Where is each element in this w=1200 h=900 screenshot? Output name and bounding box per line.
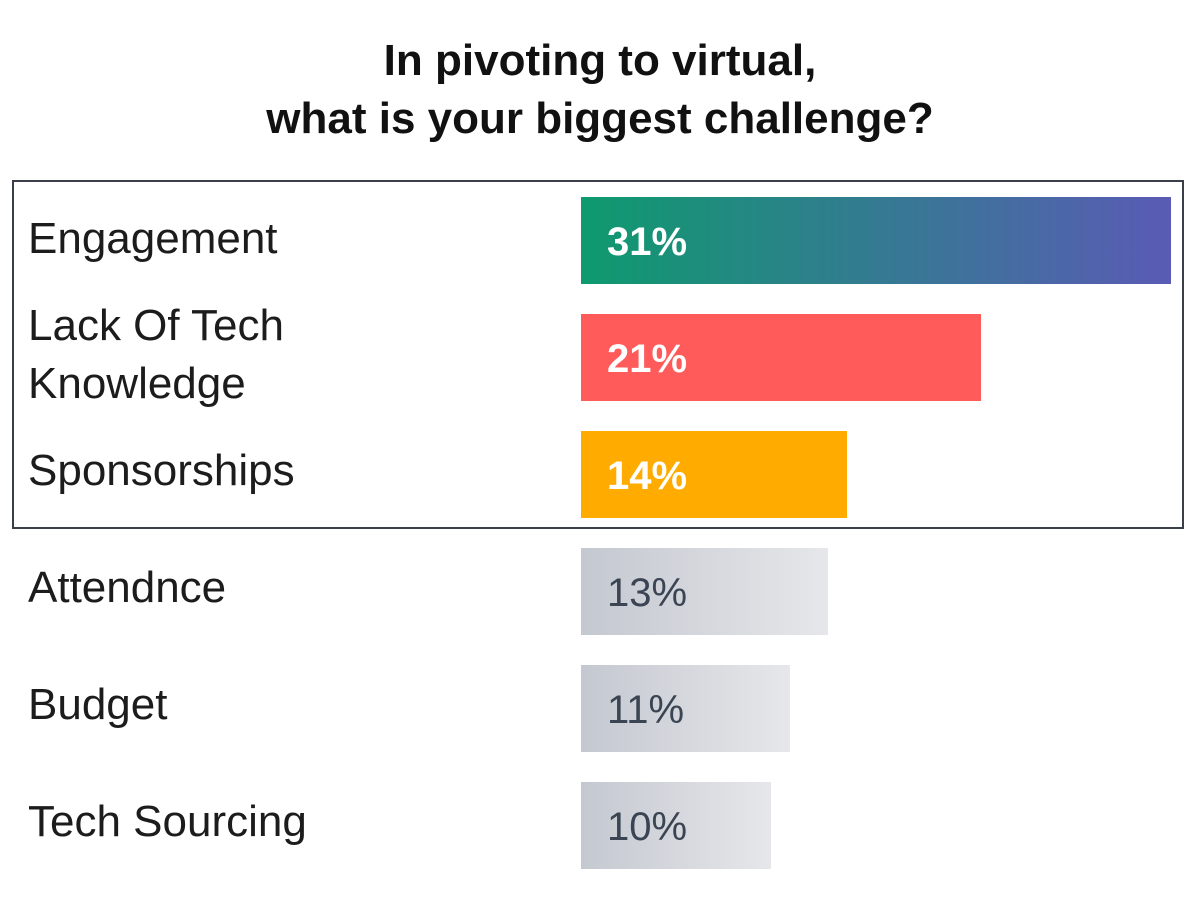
bar-value-label: 11% bbox=[607, 688, 685, 732]
category-label: Sponsorships bbox=[28, 446, 295, 495]
bar-value-label: 10% bbox=[607, 805, 688, 849]
logo-badge bbox=[1156, 846, 1186, 864]
category-label: Attendnce bbox=[28, 563, 227, 612]
event-logo: EVENT bbox=[1008, 846, 1186, 892]
bar-value-label: 14% bbox=[607, 454, 688, 498]
bar: 13% bbox=[581, 548, 828, 635]
bar: 14% bbox=[581, 431, 847, 518]
category-label: Budget bbox=[28, 680, 168, 729]
bar-value-label: 21% bbox=[607, 337, 688, 381]
highlight-box bbox=[12, 180, 1184, 529]
category-label: Engagement bbox=[28, 214, 278, 263]
logo-text: EVENT bbox=[1008, 847, 1160, 892]
bar: 21% bbox=[581, 314, 981, 401]
chart-title: In pivoting to virtual, what is your big… bbox=[0, 32, 1200, 148]
bar: 10% bbox=[581, 782, 771, 869]
category-label: Knowledge bbox=[28, 359, 246, 408]
bar: 31% bbox=[581, 197, 1171, 284]
bar-value-label: 31% bbox=[607, 220, 688, 264]
bar-value-label: 13% bbox=[607, 571, 688, 615]
chart-title-line-1: In pivoting to virtual, bbox=[383, 36, 817, 85]
category-label: Tech Sourcing bbox=[28, 797, 307, 846]
bar: 11% bbox=[581, 665, 790, 752]
chart-title-line-2: what is your biggest challenge? bbox=[266, 94, 934, 143]
category-label: Lack Of Tech bbox=[28, 301, 284, 350]
